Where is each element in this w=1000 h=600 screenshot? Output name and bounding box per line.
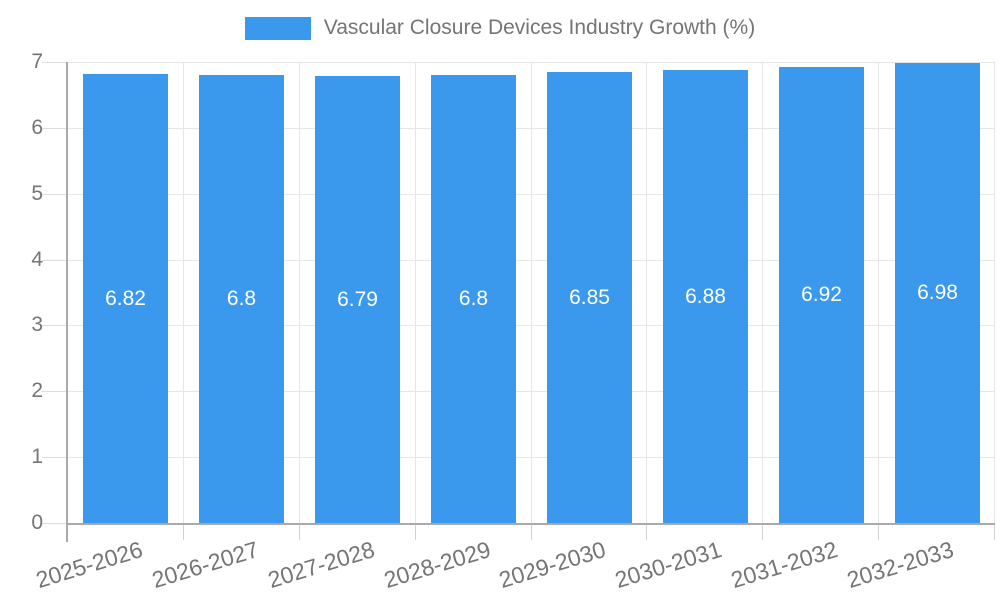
y-tick-mark <box>42 391 67 392</box>
bar-value-label: 6.79 <box>337 287 378 311</box>
x-tick-mark <box>994 523 995 540</box>
bar-2025-2026[interactable]: 6.82 <box>83 74 168 523</box>
y-axis-tick-label: 6 <box>31 116 43 139</box>
y-tick-mark <box>42 260 67 261</box>
y-axis-line <box>66 62 68 542</box>
y-axis-tick-label: 4 <box>31 248 43 271</box>
y-axis-tick-label: 5 <box>31 182 43 205</box>
bar-2026-2027[interactable]: 6.8 <box>199 75 284 523</box>
x-tick-mark <box>646 523 647 540</box>
x-gridline <box>183 62 184 523</box>
y-tick-mark <box>42 523 67 524</box>
bar-value-label: 6.98 <box>917 281 958 304</box>
y-tick-mark <box>42 62 67 63</box>
x-gridline <box>299 62 300 523</box>
x-tick-mark <box>878 523 879 540</box>
x-axis-tick-label: 2028-2029 <box>380 536 494 594</box>
y-tick-mark <box>42 128 67 129</box>
bar-value-label: 6.88 <box>685 284 726 308</box>
x-tick-mark <box>762 523 763 540</box>
bar-value-label: 6.8 <box>226 287 257 310</box>
bar-2028-2029[interactable]: 6.8 <box>431 75 516 523</box>
y-axis-tick-label: 0 <box>31 511 43 534</box>
y-tick-mark <box>42 457 67 458</box>
x-axis-tick-label: 2029-2030 <box>496 536 610 594</box>
x-axis-tick-label: 2026-2027 <box>148 536 262 594</box>
x-axis-line <box>66 523 995 525</box>
x-axis-tick-label: 2032-2033 <box>843 536 957 594</box>
bar-2030-2031[interactable]: 6.88 <box>663 70 748 523</box>
bar-2029-2030[interactable]: 6.85 <box>547 72 632 523</box>
y-axis-tick-label: 1 <box>31 445 43 468</box>
y-tick-mark <box>42 194 67 195</box>
chart-legend[interactable]: Vascular Closure Devices Industry Growth… <box>0 16 1000 40</box>
bar-2027-2028[interactable]: 6.79 <box>315 76 400 523</box>
y-axis-tick-label: 7 <box>31 50 43 73</box>
bar-2031-2032[interactable]: 6.92 <box>779 67 864 523</box>
legend-label: Vascular Closure Devices Industry Growth… <box>323 16 756 39</box>
x-axis-tick-label: 2025-2026 <box>32 536 146 594</box>
bar-value-label: 6.82 <box>105 286 146 310</box>
x-gridline <box>646 62 647 523</box>
y-axis-tick-label: 3 <box>31 313 43 336</box>
x-tick-mark <box>415 523 416 540</box>
y-tick-mark <box>42 325 67 326</box>
x-tick-mark <box>299 523 300 540</box>
bar-2032-2033[interactable]: 6.98 <box>895 63 980 523</box>
x-axis-tick-label: 2027-2028 <box>264 536 378 594</box>
x-gridline <box>762 62 763 523</box>
y-axis-tick-label: 2 <box>31 379 43 402</box>
x-axis-tick-label: 2031-2032 <box>727 536 841 594</box>
x-tick-mark <box>531 523 532 540</box>
x-gridline <box>415 62 416 523</box>
legend-swatch-icon <box>244 16 311 40</box>
x-gridline <box>531 62 532 523</box>
x-tick-mark <box>183 523 184 540</box>
x-axis-tick-label: 2030-2031 <box>612 536 725 594</box>
bar-value-label: 6.8 <box>458 287 489 310</box>
x-gridline <box>994 62 995 523</box>
bar-value-label: 6.85 <box>569 285 610 309</box>
x-gridline <box>878 62 879 523</box>
bar-value-label: 6.92 <box>801 283 842 306</box>
